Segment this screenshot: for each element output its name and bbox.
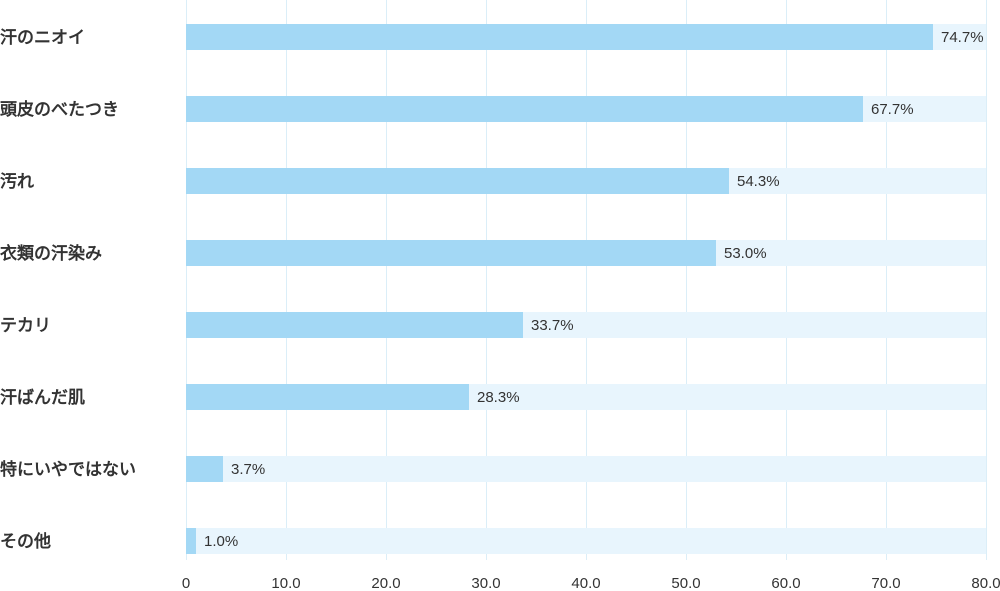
- bar-background: [186, 528, 986, 554]
- category-label: 衣類の汗染み: [0, 243, 102, 264]
- bar: [186, 384, 469, 410]
- x-tick-label: 0: [182, 575, 190, 591]
- value-label: 3.7%: [231, 461, 265, 478]
- x-tick-label: 20.0: [371, 575, 400, 591]
- value-label: 33.7%: [531, 317, 574, 334]
- bar: [186, 312, 523, 338]
- category-label: 汚れ: [0, 171, 34, 192]
- value-label: 74.7%: [941, 29, 984, 46]
- bar: [186, 168, 729, 194]
- value-label: 28.3%: [477, 389, 520, 406]
- value-label: 1.0%: [204, 533, 238, 550]
- x-tick-label: 60.0: [771, 575, 800, 591]
- category-label: その他: [0, 531, 51, 552]
- x-tick-label: 10.0: [271, 575, 300, 591]
- category-label: 頭皮のべたつき: [0, 99, 119, 120]
- bars: [186, 24, 986, 554]
- value-label: 53.0%: [724, 245, 767, 262]
- value-label: 67.7%: [871, 101, 914, 118]
- x-axis-tick-labels: 0 10.0 20.0 30.0 40.0 50.0 60.0 70.0 80.0: [182, 575, 1000, 591]
- bar-background: [186, 456, 986, 482]
- bar: [186, 456, 223, 482]
- category-label: 汗ばんだ肌: [0, 387, 85, 408]
- bar: [186, 528, 196, 554]
- category-label: テカリ: [0, 316, 51, 336]
- bar: [186, 96, 863, 122]
- x-tick-label: 80.0: [971, 575, 1000, 591]
- x-tick-label: 40.0: [571, 575, 600, 591]
- value-labels: 74.7% 67.7% 54.3% 53.0% 33.7% 28.3% 3.7% 1.0%: [204, 29, 984, 550]
- bar: [186, 24, 933, 50]
- gridlines: [186, 0, 987, 560]
- x-tick-label: 30.0: [471, 575, 500, 591]
- category-label: 汗のニオイ: [0, 27, 85, 48]
- x-tick-label: 70.0: [871, 575, 900, 591]
- x-tick-label: 50.0: [671, 575, 700, 591]
- value-label: 54.3%: [737, 173, 780, 190]
- category-label: 特にいやではない: [0, 459, 136, 480]
- bar: [186, 240, 716, 266]
